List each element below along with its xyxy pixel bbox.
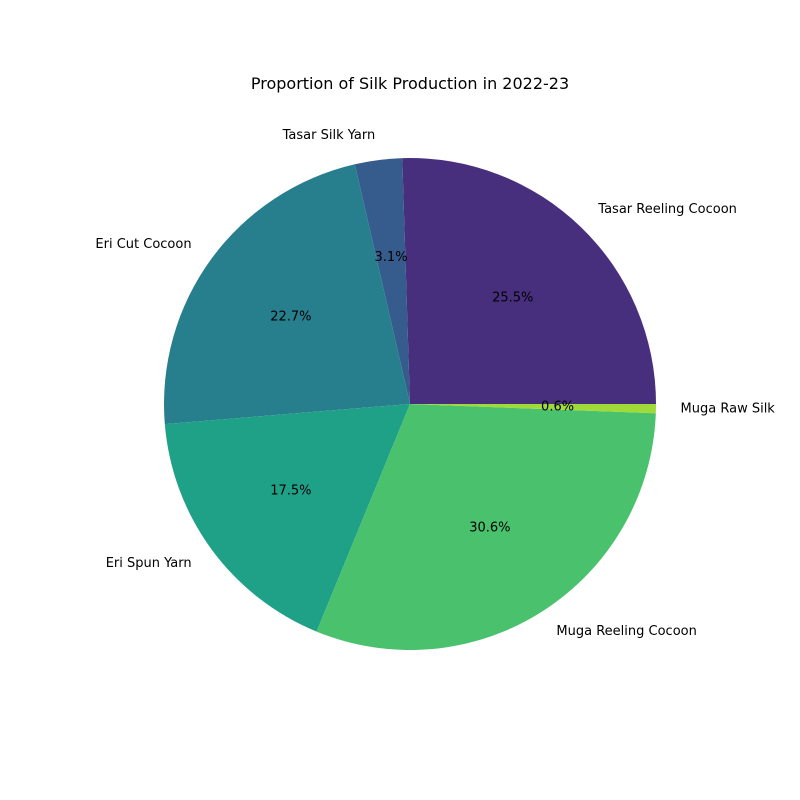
slice-label-tasar-silk-yarn: Tasar Silk Yarn (282, 128, 376, 143)
pie-slice-muga-raw-silk (410, 404, 657, 414)
slice-percent-eri-cut-cocoon: 22.7% (270, 309, 311, 324)
chart-title: Proportion of Silk Production in 2022-23 (251, 74, 569, 93)
pie-labels: Tasar Reeling Cocoon 25.5% Tasar Silk Yarn… (95, 128, 775, 639)
slice-percent-muga-reeling-cocoon: 30.6% (469, 521, 510, 536)
slice-label-eri-spun-yarn: Eri Spun Yarn (106, 556, 192, 571)
slice-percent-eri-spun-yarn: 17.5% (270, 484, 311, 499)
slice-percent-muga-raw-silk: 0.6% (541, 399, 574, 414)
pie-slice-eri-cut-cocoon (164, 164, 410, 425)
slice-percent-tasar-silk-yarn: 3.1% (375, 250, 408, 265)
pie-slice-tasar-reeling-cocoon (402, 157, 656, 404)
slice-label-eri-cut-cocoon: Eri Cut Cocoon (95, 237, 191, 252)
pie-slice-tasar-silk-yarn (354, 158, 410, 404)
slice-label-tasar-reeling-cocoon: Tasar Reeling Cocoon (597, 202, 737, 217)
slice-label-muga-reeling-cocoon: Muga Reeling Cocoon (556, 624, 696, 639)
slice-label-muga-raw-silk: Muga Raw Silk (681, 402, 776, 417)
pie-slices (164, 157, 657, 651)
slice-percent-tasar-reeling-cocoon: 25.5% (492, 291, 533, 306)
pie-slice-muga-reeling-cocoon (316, 404, 656, 651)
pie-slice-eri-spun-yarn (164, 404, 410, 632)
